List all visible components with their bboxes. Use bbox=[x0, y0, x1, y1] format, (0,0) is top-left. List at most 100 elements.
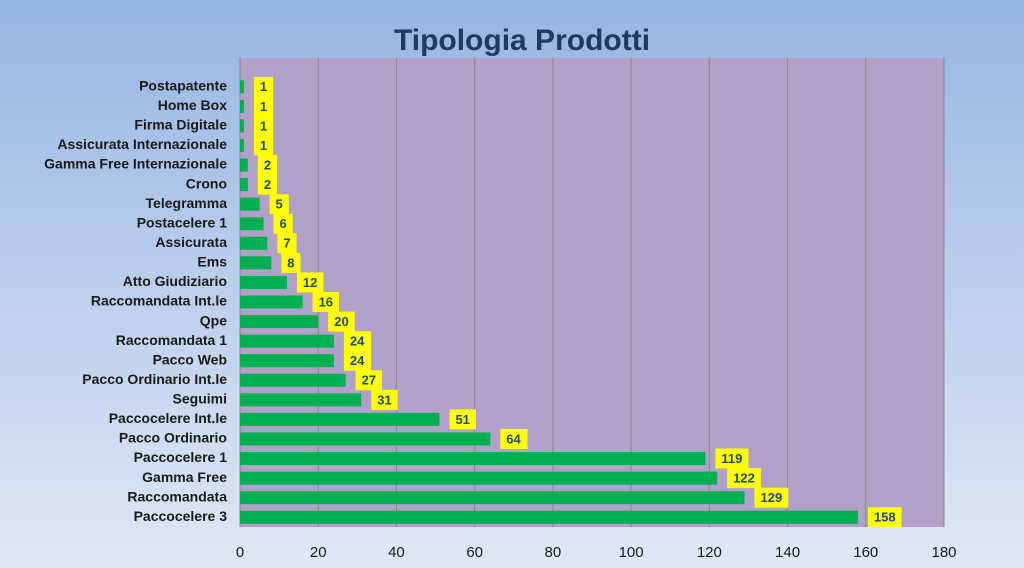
y-tick-label: Raccomandata Int.le bbox=[91, 293, 227, 309]
bar bbox=[240, 354, 334, 368]
x-tick-label: 0 bbox=[236, 544, 244, 561]
value-label: 122 bbox=[733, 471, 755, 486]
y-tick-label: Seguimi bbox=[173, 391, 227, 407]
value-label-box bbox=[253, 115, 274, 136]
bar bbox=[240, 373, 346, 387]
y-tick-label: Raccomandata 1 bbox=[116, 332, 227, 348]
bar bbox=[240, 197, 260, 211]
bar bbox=[240, 99, 244, 113]
y-tick-label: Qpe bbox=[200, 312, 227, 328]
value-label: 16 bbox=[319, 294, 333, 309]
value-label-box bbox=[257, 155, 278, 176]
bar bbox=[240, 393, 362, 407]
value-label: 5 bbox=[276, 197, 283, 212]
bar bbox=[240, 315, 319, 329]
y-tick-label: Assicurata bbox=[155, 234, 227, 250]
value-label: 2 bbox=[264, 177, 271, 192]
value-label-box bbox=[355, 370, 383, 391]
y-tick-label: Raccomandata bbox=[127, 488, 227, 504]
y-tick-label: Gamma Free bbox=[142, 469, 227, 485]
x-tick-label: 160 bbox=[853, 544, 878, 561]
value-label-box bbox=[312, 292, 340, 312]
value-label-box bbox=[277, 233, 297, 254]
value-label-box bbox=[253, 76, 274, 97]
y-tick-label: Home Box bbox=[158, 97, 227, 113]
value-label-box bbox=[253, 96, 274, 117]
value-label: 31 bbox=[377, 392, 391, 407]
y-tick-label: Pacco Web bbox=[153, 351, 227, 367]
bar bbox=[240, 510, 858, 524]
value-label-box bbox=[727, 468, 761, 489]
value-label: 51 bbox=[455, 412, 469, 427]
x-tick-label: 100 bbox=[619, 544, 644, 561]
x-tick-label: 120 bbox=[697, 544, 722, 561]
bar bbox=[240, 491, 745, 505]
y-tick-label: Pacco Ordinario Int.le bbox=[82, 371, 227, 387]
value-label-box bbox=[371, 389, 398, 410]
x-tick-label: 60 bbox=[466, 544, 483, 561]
value-label-box bbox=[343, 331, 372, 352]
y-tick-label: Postapatente bbox=[139, 77, 227, 93]
value-label-box bbox=[257, 174, 278, 195]
y-tick-label: Ems bbox=[197, 254, 227, 270]
x-tick-label: 40 bbox=[388, 544, 405, 561]
chart-title: Tipologia Prodotti bbox=[394, 24, 650, 57]
y-tick-label: Gamma Free Internazionale bbox=[44, 156, 227, 172]
y-tick-label: Postacelere 1 bbox=[137, 214, 227, 230]
y-tick-label: Paccocelere Int.le bbox=[109, 410, 228, 426]
value-label: 1 bbox=[260, 118, 267, 133]
bar bbox=[240, 412, 440, 426]
value-label-box bbox=[343, 350, 372, 371]
bar bbox=[240, 138, 244, 152]
value-label: 1 bbox=[260, 99, 267, 114]
value-label-box bbox=[449, 409, 476, 430]
value-label-box bbox=[715, 448, 749, 469]
value-label: 129 bbox=[761, 490, 783, 505]
bar bbox=[240, 334, 334, 348]
value-label-box bbox=[296, 272, 324, 293]
y-tick-label: Telegramma bbox=[146, 195, 228, 211]
value-label-box bbox=[754, 487, 789, 508]
value-label-box bbox=[867, 507, 902, 528]
value-label: 27 bbox=[362, 373, 376, 388]
bar bbox=[240, 471, 718, 485]
bar bbox=[240, 236, 268, 250]
value-label: 6 bbox=[279, 216, 286, 231]
value-label-box bbox=[328, 311, 355, 332]
value-label-box bbox=[273, 213, 293, 234]
plot-area bbox=[240, 58, 944, 527]
bar bbox=[240, 452, 706, 466]
x-tick-label: 20 bbox=[310, 544, 327, 561]
bar bbox=[240, 217, 264, 231]
y-tick-label: Crono bbox=[186, 175, 227, 191]
value-label: 64 bbox=[506, 431, 521, 446]
y-tick-label: Paccocelere 3 bbox=[134, 508, 228, 524]
value-label: 8 bbox=[287, 255, 294, 270]
value-label-box bbox=[500, 428, 528, 449]
bar bbox=[240, 295, 303, 309]
y-tick-label: Firma Digitale bbox=[134, 117, 227, 133]
value-label: 119 bbox=[721, 451, 742, 466]
bar bbox=[240, 178, 248, 192]
value-label-box bbox=[253, 135, 274, 156]
value-label-box bbox=[281, 252, 301, 273]
bar bbox=[240, 158, 248, 172]
y-tick-label: Pacco Ordinario bbox=[119, 430, 227, 446]
value-label: 1 bbox=[260, 138, 267, 153]
x-tick-label: 80 bbox=[545, 544, 562, 561]
value-label-box bbox=[269, 194, 289, 215]
value-label: 1 bbox=[260, 79, 267, 94]
y-tick-label: Assicurata Internazionale bbox=[57, 136, 227, 152]
value-label: 158 bbox=[874, 510, 896, 525]
bar bbox=[240, 119, 244, 133]
value-label: 20 bbox=[334, 314, 348, 329]
bar bbox=[240, 432, 491, 446]
value-label: 24 bbox=[350, 334, 365, 349]
y-tick-label: Atto Giudiziario bbox=[123, 273, 227, 289]
y-tick-label: Paccocelere 1 bbox=[134, 449, 228, 465]
bar bbox=[240, 275, 287, 289]
value-label: 12 bbox=[303, 275, 317, 290]
value-label: 7 bbox=[283, 236, 290, 251]
value-label: 2 bbox=[264, 157, 271, 172]
